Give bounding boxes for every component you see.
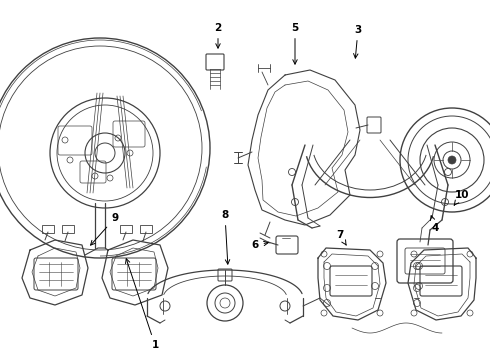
Text: 10: 10	[454, 190, 469, 205]
Text: 4: 4	[430, 216, 439, 233]
Text: 7: 7	[336, 230, 346, 245]
Text: 5: 5	[292, 23, 298, 64]
Text: 2: 2	[215, 23, 221, 48]
Text: 3: 3	[354, 25, 362, 58]
Text: 9: 9	[91, 213, 119, 245]
Text: 8: 8	[221, 210, 230, 264]
Text: 6: 6	[251, 240, 268, 250]
Circle shape	[448, 156, 456, 164]
Text: 1: 1	[125, 259, 159, 350]
